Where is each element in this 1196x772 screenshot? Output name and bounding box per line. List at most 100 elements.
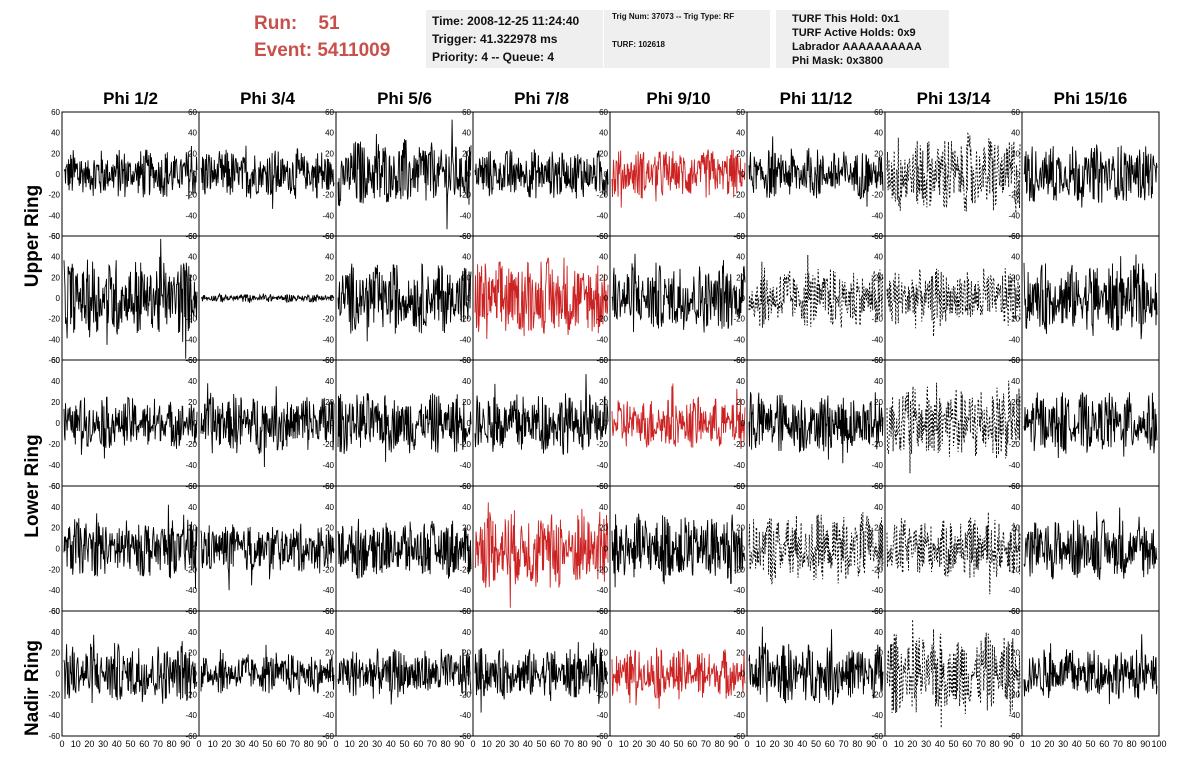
x-tick-c4-1: 10 xyxy=(482,739,492,749)
x-tick-c5-1: 10 xyxy=(619,739,629,749)
y-tick-r5-c6-1: 40 xyxy=(736,628,745,637)
x-tick-c8-7: 70 xyxy=(1113,739,1123,749)
y-tick-r1-c2-1: 40 xyxy=(188,129,197,138)
x-tick-c4-4: 40 xyxy=(523,739,533,749)
y-tick-r2-c2-3: 0 xyxy=(193,294,198,303)
y-tick-r5-c3-0: 60 xyxy=(325,607,334,616)
y-tick-r3-c1-5: -40 xyxy=(48,461,60,470)
y-tick-r1-c1-3: 0 xyxy=(56,170,61,179)
y-tick-r4-c1-0: 60 xyxy=(51,482,60,491)
waveform-r3-c1 xyxy=(63,396,198,459)
run-value: 51 xyxy=(318,13,340,34)
x-tick-c6-3: 30 xyxy=(783,739,793,749)
turf-active-holds-text: TURF Active Holds: 0x9 xyxy=(792,27,916,39)
x-tick-c4-0: 0 xyxy=(470,739,475,749)
y-tick-r2-c1-4: -20 xyxy=(48,315,60,324)
y-tick-r4-c8-1: 40 xyxy=(1011,503,1020,512)
waveform-r4-c4 xyxy=(474,502,609,608)
y-tick-r5-c1-3: 0 xyxy=(56,670,61,679)
x-tick-c1-4: 40 xyxy=(112,739,122,749)
y-tick-r3-c6-5: -40 xyxy=(733,461,745,470)
y-tick-r4-c4-1: 40 xyxy=(462,503,471,512)
y-tick-r5-c7-6: -60 xyxy=(871,732,883,741)
x-tick-c3-0: 0 xyxy=(333,739,338,749)
trig-num-text: Trig Num: 37073 -- Trig Type: RF xyxy=(612,12,735,21)
y-tick-r4-c8-5: -40 xyxy=(1008,586,1020,595)
y-tick-r2-c7-3: 0 xyxy=(879,294,884,303)
y-tick-r1-c3-2: 20 xyxy=(325,149,334,158)
y-tick-r4-c2-0: 60 xyxy=(188,482,197,491)
ring-label-1: Upper Ring xyxy=(22,185,43,287)
y-tick-r2-c5-3: 0 xyxy=(604,294,609,303)
y-tick-r4-c6-1: 40 xyxy=(736,503,745,512)
x-tick-c2-6: 60 xyxy=(276,739,286,749)
column-header-5: Phi 9/10 xyxy=(646,89,710,108)
y-tick-r2-c7-1: 40 xyxy=(874,253,883,262)
y-tick-r3-c6-1: 40 xyxy=(736,377,745,386)
y-tick-r5-c5-0: 60 xyxy=(599,607,608,616)
y-tick-r3-c2-4: -20 xyxy=(185,440,197,449)
y-tick-r1-c8-0: 60 xyxy=(1011,108,1020,117)
waveform-r1-c1 xyxy=(63,145,198,200)
y-tick-r3-c8-4: -20 xyxy=(1008,440,1020,449)
x-tick-c8-9: 90 xyxy=(1140,739,1150,749)
y-tick-r5-c5-1: 40 xyxy=(599,628,608,637)
y-tick-r2-c5-2: 20 xyxy=(599,273,608,282)
y-tick-r5-c3-3: 0 xyxy=(330,670,335,679)
y-tick-r1-c2-2: 20 xyxy=(188,149,197,158)
column-header-1: Phi 1/2 xyxy=(103,89,158,108)
x-tick-c4-5: 50 xyxy=(536,739,546,749)
y-tick-r4-c1-6: -60 xyxy=(48,607,60,616)
y-tick-r2-c1-3: 0 xyxy=(56,294,61,303)
y-tick-r5-c5-6: -60 xyxy=(596,732,608,741)
y-tick-r4-c8-0: 60 xyxy=(1011,482,1020,491)
y-tick-r4-c6-5: -40 xyxy=(733,586,745,595)
x-tick-c5-7: 70 xyxy=(701,739,711,749)
y-tick-r1-c4-0: 60 xyxy=(462,108,471,117)
y-tick-r3-c5-3: 0 xyxy=(604,419,609,428)
y-tick-r1-c1-5: -40 xyxy=(48,211,60,220)
event-value: 5411009 xyxy=(317,40,391,61)
x-tick-c7-5: 50 xyxy=(948,739,958,749)
y-tick-r3-c8-3: 0 xyxy=(1016,419,1021,428)
x-tick-c1-2: 20 xyxy=(84,739,94,749)
y-tick-r5-c6-6: -60 xyxy=(733,732,745,741)
y-tick-r3-c6-4: -20 xyxy=(733,440,745,449)
y-tick-r2-c3-4: -20 xyxy=(322,315,334,324)
y-tick-r4-c5-2: 20 xyxy=(599,524,608,533)
waveform-r2-c8 xyxy=(1023,254,1158,340)
y-tick-r1-c4-1: 40 xyxy=(462,129,471,138)
y-tick-r1-c1-1: 40 xyxy=(51,129,60,138)
y-tick-r5-c8-3: 0 xyxy=(1016,670,1021,679)
y-tick-r2-c3-2: 20 xyxy=(325,273,334,282)
y-tick-r1-c8-3: 0 xyxy=(1016,170,1021,179)
time-text: Time: 2008-12-25 11:24:40 xyxy=(432,14,580,28)
x-tick-c8-1: 10 xyxy=(1031,739,1041,749)
x-tick-c3-4: 40 xyxy=(386,739,396,749)
x-tick-c4-8: 80 xyxy=(578,739,588,749)
waveform-r3-c7 xyxy=(886,380,1021,474)
y-tick-r2-c3-3: 0 xyxy=(330,294,335,303)
y-tick-r5-c8-1: 40 xyxy=(1011,628,1020,637)
y-tick-r5-c7-4: -20 xyxy=(871,690,883,699)
y-tick-r4-c2-1: 40 xyxy=(188,503,197,512)
waveform-r5-c8 xyxy=(1023,634,1158,705)
column-header-2: Phi 3/4 xyxy=(240,89,295,108)
x-tick-c3-7: 70 xyxy=(427,739,437,749)
y-tick-r5-c3-4: -20 xyxy=(322,690,334,699)
y-tick-r3-c3-3: 0 xyxy=(330,419,335,428)
y-tick-r4-c4-0: 60 xyxy=(462,482,471,491)
x-tick-c5-4: 40 xyxy=(660,739,670,749)
x-tick-c8-6: 60 xyxy=(1099,739,1109,749)
x-tick-c5-3: 30 xyxy=(646,739,656,749)
y-tick-r1-c7-2: 20 xyxy=(874,149,883,158)
y-tick-r5-c1-5: -40 xyxy=(48,711,60,720)
trig-info-box: Trig Num: 37073 -- Trig Type: RF TURF: 1… xyxy=(604,10,770,68)
y-tick-r1-c2-5: -40 xyxy=(185,211,197,220)
y-tick-r2-c6-0: 60 xyxy=(736,232,745,241)
y-tick-r2-c8-0: 60 xyxy=(1011,232,1020,241)
y-tick-r4-c7-0: 60 xyxy=(874,482,883,491)
waveform-r5-c1 xyxy=(63,634,198,704)
y-tick-r5-c2-4: -20 xyxy=(185,690,197,699)
y-tick-r1-c3-3: 0 xyxy=(330,170,335,179)
